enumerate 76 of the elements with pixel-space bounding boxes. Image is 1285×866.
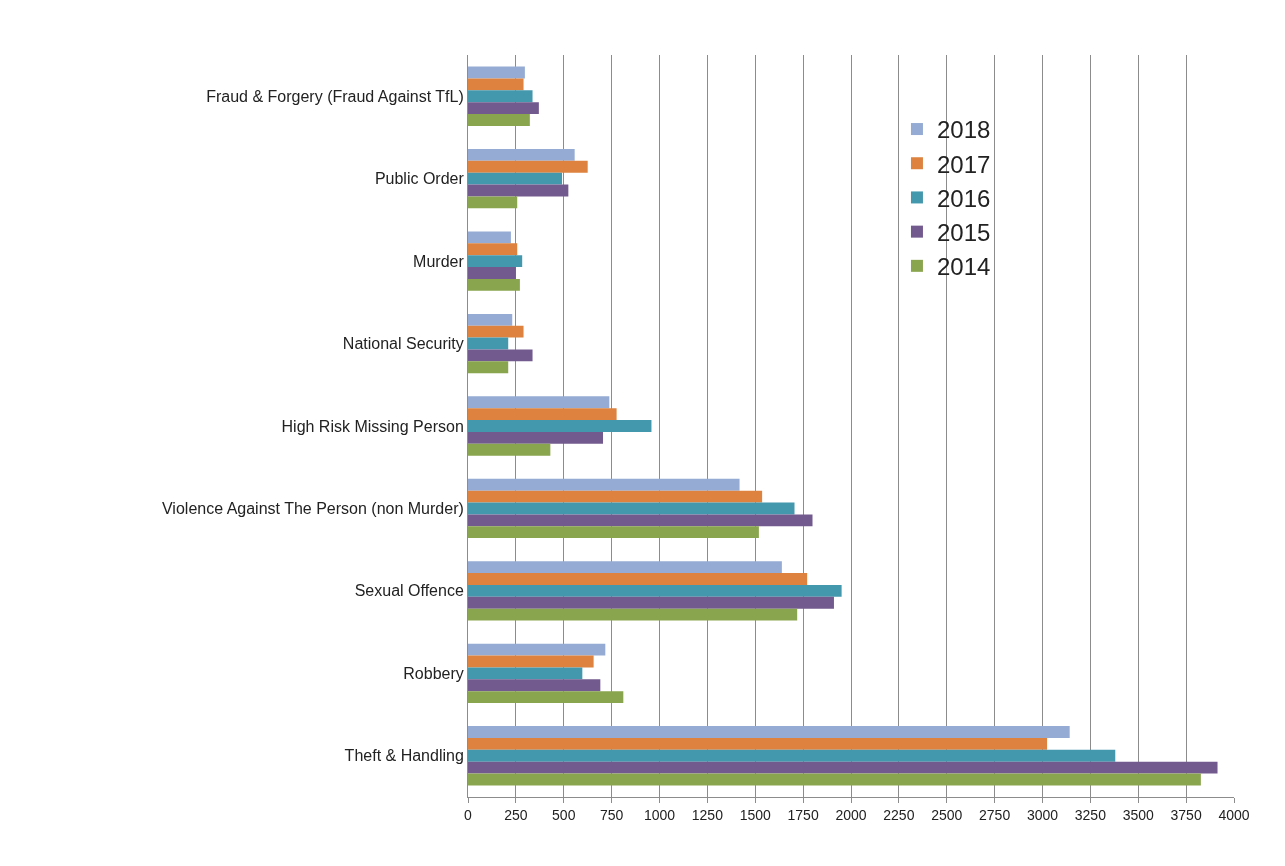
x-tick-label: 3000 (1026, 806, 1059, 823)
bar (468, 78, 524, 91)
bar (468, 737, 1048, 750)
bar (468, 526, 759, 539)
bar (468, 184, 569, 197)
bar (468, 66, 525, 79)
bar (468, 573, 808, 585)
bar (468, 608, 798, 621)
x-tick-label: 1500 (739, 806, 772, 823)
legend-label: 2018 (936, 116, 991, 144)
bar (468, 361, 509, 374)
bar (468, 243, 518, 256)
bar (468, 231, 511, 244)
bar (468, 667, 583, 680)
bar (468, 90, 533, 103)
bar (468, 761, 1218, 774)
bar (468, 773, 1201, 786)
legend-label: 2016 (936, 184, 991, 212)
bar (468, 443, 551, 456)
bar (468, 172, 563, 185)
x-tick-label: 500 (552, 806, 576, 823)
bar (468, 255, 523, 268)
bar (468, 749, 1116, 762)
bar (468, 160, 588, 173)
x-tick-label: 2250 (883, 806, 915, 823)
bar (468, 478, 740, 491)
y-tick-label: Robbery (403, 664, 464, 682)
bar (468, 726, 1070, 738)
bar (468, 502, 795, 515)
bar (468, 431, 604, 444)
x-tick-label: 1250 (691, 806, 724, 823)
x-tick-label: 3750 (1170, 806, 1202, 823)
y-tick-label: Theft & Handling (344, 747, 464, 765)
bar (468, 267, 516, 279)
bar (468, 148, 575, 161)
bar (468, 349, 533, 362)
bar (468, 196, 518, 209)
bar (468, 114, 530, 126)
bar (468, 584, 842, 597)
x-tick-label: 2000 (835, 806, 867, 823)
bar (468, 420, 652, 432)
y-tick-label: Sexual Offence (354, 582, 464, 600)
legend-label: 2017 (936, 150, 991, 178)
x-tick-label: 3250 (1074, 806, 1107, 823)
x-tick-label: 2750 (979, 806, 1011, 823)
x-tick-label: 1000 (643, 806, 676, 823)
bar (468, 325, 524, 338)
x-tick-label: 3500 (1122, 806, 1155, 823)
bar (468, 313, 513, 326)
bar (468, 278, 520, 291)
bar (468, 408, 617, 421)
bar (468, 643, 606, 656)
x-tick-label: 250 (504, 806, 528, 823)
bar (468, 514, 813, 527)
bar (468, 490, 763, 503)
x-tick-label: 0 (464, 806, 473, 823)
bar (468, 102, 539, 115)
legend-label: 2014 (936, 253, 991, 281)
bar (468, 679, 601, 692)
x-tick-label: 2500 (931, 806, 963, 823)
bar (468, 691, 624, 704)
bar (468, 396, 610, 409)
y-tick-label: National Security (342, 335, 464, 353)
bar (468, 337, 509, 350)
x-tick-label: 4000 (1218, 806, 1250, 823)
x-tick-label: 750 (599, 806, 624, 823)
y-tick-label: Fraud & Forgery (Fraud Against TfL) (206, 87, 464, 105)
bar (468, 655, 594, 668)
y-tick-label: Murder (413, 252, 465, 270)
legend-label: 2015 (936, 219, 991, 246)
y-tick-label: Public Order (374, 170, 465, 188)
bar (468, 561, 782, 574)
x-tick-label: 1750 (787, 806, 819, 823)
bar (468, 596, 834, 609)
y-tick-label: Violence Against The Person (non Murder) (161, 500, 464, 518)
y-tick-label: High Risk Missing Person (281, 417, 464, 435)
